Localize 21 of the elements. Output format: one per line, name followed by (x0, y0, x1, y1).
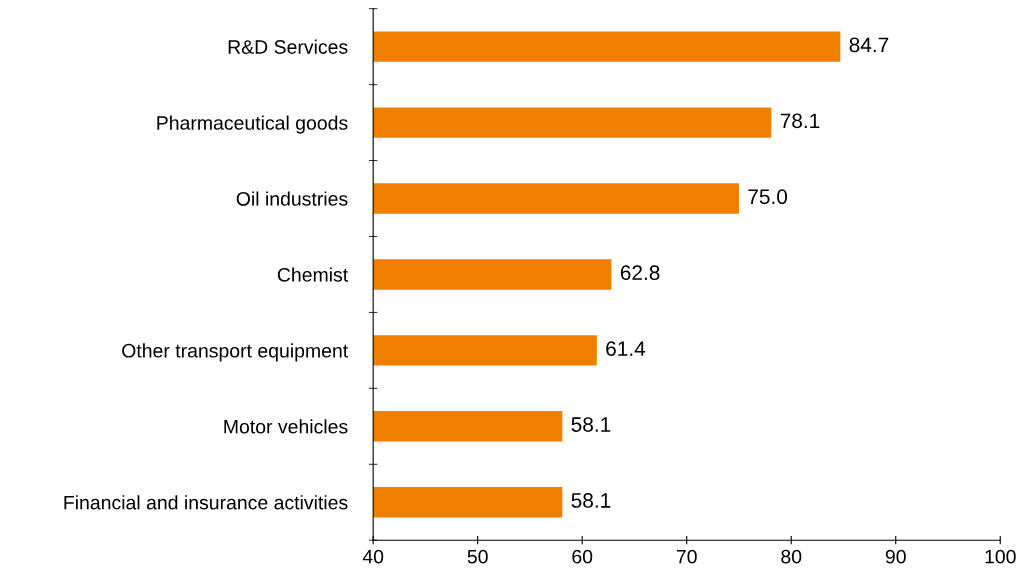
x-tick-label: 100 (985, 549, 1016, 564)
x-tick-label: 80 (781, 549, 802, 564)
data-label: 84.7 (849, 37, 889, 53)
y-tick-label: Pharmaceutical goods (157, 115, 348, 134)
y-tick-label: Motor vehicles (224, 419, 348, 434)
data-label: 61.4 (606, 341, 646, 356)
data-label: 78.1 (780, 113, 820, 129)
y-tick-label: Chemist (277, 267, 349, 282)
y-tick-label: Financial and insurance activities (64, 495, 348, 510)
x-tick-label: 70 (676, 549, 697, 564)
x-tick-label: 60 (572, 549, 593, 564)
x-tick-label: 40 (362, 549, 384, 564)
data-label: 62.8 (620, 265, 660, 281)
x-tick-label: 50 (467, 549, 488, 564)
x-tick-label: 90 (885, 549, 906, 564)
data-label: 58.1 (571, 417, 611, 432)
data-label: 75.0 (748, 189, 788, 205)
y-tick-label: R&D Services (228, 39, 348, 54)
y-tick-label: Oil industries (236, 191, 348, 206)
data-label: 58.1 (571, 493, 611, 508)
y-tick-label: Other transport equipment (122, 343, 349, 362)
